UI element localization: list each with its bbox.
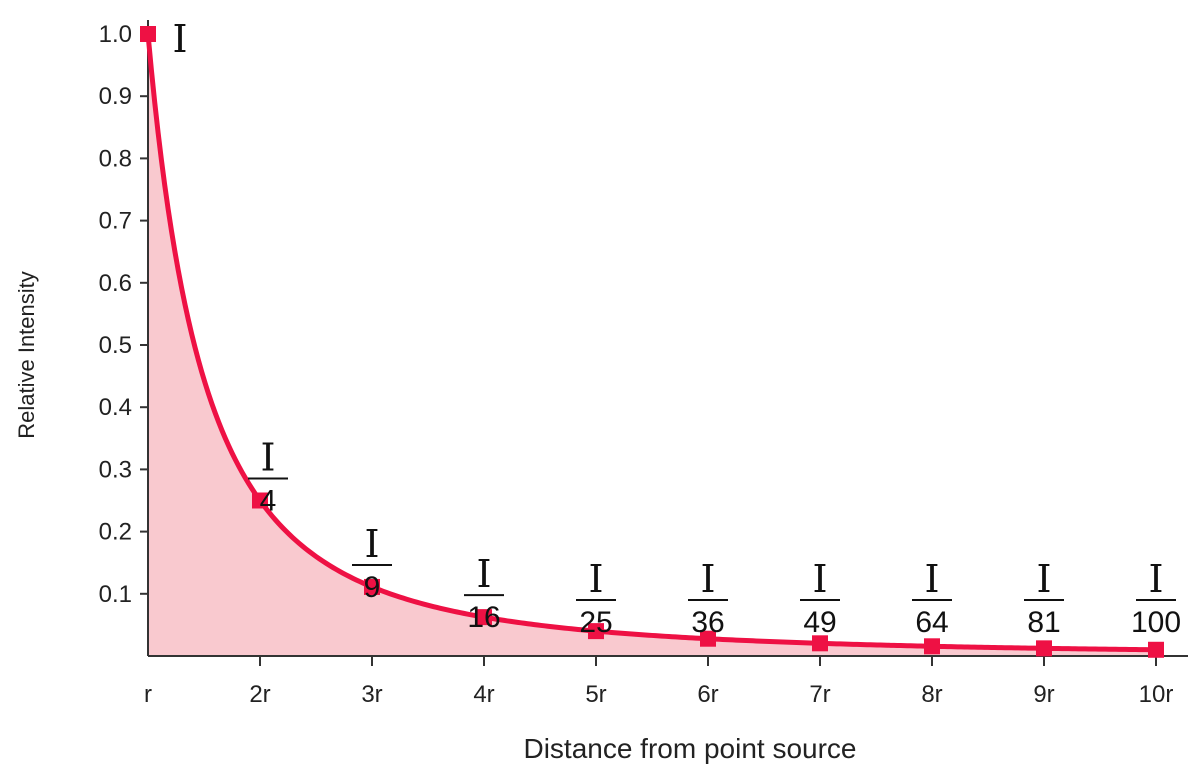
point-label-denominator: 4 — [260, 485, 277, 518]
point-label: I 25 — [576, 557, 616, 639]
point-label: I 36 — [688, 557, 728, 639]
point-label-denominator: 16 — [467, 601, 500, 634]
y-tick-label: 0.3 — [99, 456, 132, 483]
y-tick-label: 1.0 — [99, 21, 132, 48]
x-tick-label: 6r — [697, 681, 718, 708]
y-tick-label: 0.5 — [99, 332, 132, 359]
point-label-numerator: I — [476, 552, 491, 596]
point-label-numerator: I — [260, 436, 275, 480]
axes — [147, 20, 1188, 657]
data-point — [1148, 641, 1164, 658]
point-label-numerator: I — [924, 557, 939, 601]
y-tick-label: 0.8 — [99, 145, 132, 172]
data-point — [1036, 640, 1052, 657]
x-tick-label: r — [144, 681, 152, 708]
x-tick-label: 10r — [1139, 681, 1174, 708]
data-point — [588, 623, 604, 640]
point-label: I 64 — [912, 557, 952, 639]
point-label-denominator: 9 — [364, 571, 381, 604]
y-tick-label: 0.9 — [99, 83, 132, 110]
y-tick-label: 0.1 — [99, 581, 132, 608]
point-label: I9 — [352, 522, 392, 604]
data-point — [252, 492, 268, 509]
point-label-denominator: 49 — [803, 606, 836, 639]
y-tick-label: 0.7 — [99, 208, 132, 235]
area-under-curve — [148, 34, 1156, 656]
point-label-denominator: 25 — [579, 606, 612, 639]
point-label-denominator: 36 — [691, 606, 724, 639]
y-tick-label: 0.2 — [99, 519, 132, 546]
data-point — [924, 638, 940, 655]
data-point — [140, 26, 156, 42]
data-point — [700, 630, 716, 647]
point-label-numerator: I — [1036, 557, 1051, 601]
point-label: I4 — [248, 436, 288, 518]
point-label-numerator: I — [812, 557, 827, 601]
data-point — [812, 635, 828, 652]
x-tick-label: 2r — [249, 681, 270, 708]
intensity-curve — [145, 33, 1157, 653]
point-label-numerator: I — [364, 522, 379, 566]
point-label-numerator: I — [172, 17, 187, 61]
point-label: I 81 — [1024, 557, 1064, 639]
y-tick-label: 0.6 — [99, 270, 132, 297]
point-label: I 49 — [800, 557, 840, 639]
x-tick-label: 8r — [921, 681, 942, 708]
y-axis-label: Relative Intensity — [14, 271, 39, 439]
data-point — [476, 609, 492, 626]
x-tick-label: 3r — [361, 681, 382, 708]
point-label: I 16 — [464, 552, 504, 634]
data-point — [364, 578, 380, 595]
point-label-numerator: I — [588, 557, 603, 601]
y-tick-label: 0.4 — [99, 394, 132, 421]
x-tick-label: 7r — [809, 681, 830, 708]
point-label-numerator: I — [700, 557, 715, 601]
data-markers — [140, 26, 1164, 658]
x-tick-label: 9r — [1033, 681, 1054, 708]
point-label: I — [172, 17, 187, 61]
point-label-denominator: 81 — [1027, 606, 1060, 639]
point-label-denominator: 100 — [1131, 606, 1181, 639]
y-ticks: 0.1 0.2 0.3 0.4 0.5 0.6 0.7 0.8 0.9 1.0 — [99, 21, 148, 608]
x-tick-label: 5r — [585, 681, 606, 708]
x-axis-label: Distance from point source — [523, 733, 856, 764]
x-tick-label: 4r — [473, 681, 494, 708]
point-label-numerator: I — [1148, 557, 1163, 601]
x-ticks: r 2r 3r 4r 5r 6r 7r 8r 9r 10r — [144, 656, 1173, 708]
point-label-denominator: 64 — [915, 606, 948, 639]
point-label: I 100 — [1131, 557, 1181, 639]
